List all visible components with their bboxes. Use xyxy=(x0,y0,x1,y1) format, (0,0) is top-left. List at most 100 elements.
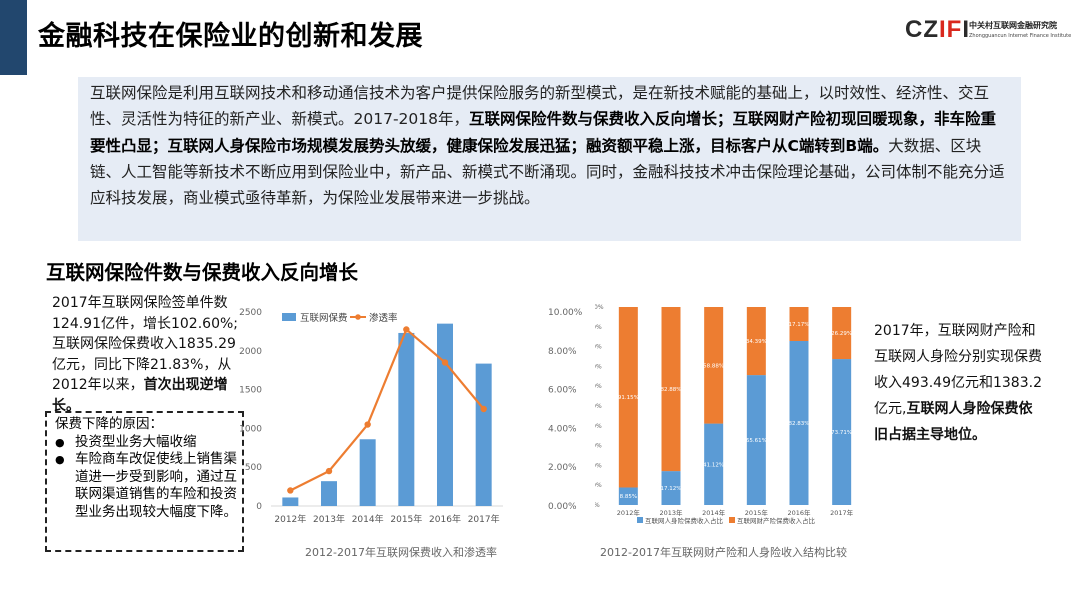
data-label: 65.61% xyxy=(746,438,767,444)
bar-property-insurance xyxy=(832,307,852,360)
y-tick-label: 30% xyxy=(595,443,602,450)
x-tick-label: 2012年 xyxy=(274,513,306,525)
bar-premium xyxy=(359,439,376,506)
bar-life-insurance xyxy=(618,487,638,505)
legend-swatch-premium xyxy=(282,313,296,321)
x-tick-label: 2012年 xyxy=(617,508,641,517)
chart2-caption: 2012-2017年互联网财产险和人身险收入结构比较 xyxy=(600,546,847,559)
point-penetration xyxy=(287,487,294,494)
premium-penetration-chart: 0 500 1000 1500 2000 2500 0.00% 2.00% 4.00% 6.00%… xyxy=(239,308,583,525)
y-tick-label: 1000 xyxy=(239,424,262,434)
section-title: 互联网保险件数与保费收入反向增长 xyxy=(46,261,359,284)
x-tick-label: 2017年 xyxy=(830,508,854,517)
y-tick-label: 2500 xyxy=(239,308,262,318)
y2-tick-label: 2.00% xyxy=(548,463,577,473)
legend-label-property: 互联网财产险保费收入占比 xyxy=(737,516,816,525)
legend-swatch-property xyxy=(729,517,735,523)
y-tick-label: 60% xyxy=(595,383,602,390)
bar-premium xyxy=(398,332,415,506)
data-label: 8.85% xyxy=(620,494,637,500)
y2-tick-label: 6.00% xyxy=(548,386,577,396)
data-label: 82.83% xyxy=(789,421,810,427)
x-tick-label: 2014年 xyxy=(352,513,384,525)
bar-property-insurance xyxy=(789,307,809,341)
x-tick-label: 2013年 xyxy=(659,508,683,517)
y2-tick-label: 4.00% xyxy=(548,424,577,434)
reason-item: 车险商车改促使线上销售渠道进一步受到影响，通过互联网渠道销售的车险和投资型业务出… xyxy=(55,451,238,521)
point-penetration xyxy=(325,467,333,475)
data-label: 41.12% xyxy=(703,462,724,468)
y-tick-label: 100% xyxy=(595,304,604,311)
data-label: 91.15% xyxy=(618,395,639,401)
point-penetration xyxy=(441,359,449,366)
data-label: 58.88% xyxy=(703,363,724,369)
data-label: 26.29% xyxy=(831,331,852,337)
x-tick-label: 2016年 xyxy=(429,513,461,525)
y-tick-label: 1500 xyxy=(239,386,262,396)
y-tick-label: 10% xyxy=(595,482,602,489)
x-tick-label: 2014年 xyxy=(702,508,726,517)
data-label: 82.88% xyxy=(661,387,682,393)
bar-premium xyxy=(437,323,453,506)
bar-life-insurance xyxy=(789,340,809,505)
point-penetration xyxy=(480,405,487,413)
logo-mark: CZIFI xyxy=(905,16,970,43)
y2-tick-label: 0.00% xyxy=(548,502,577,512)
legend-label-penetration: 渗透率 xyxy=(369,312,398,324)
y-tick-label: 50% xyxy=(595,403,602,410)
institute-logo: CZIFI 中关村互联网金融研究院 Zhongguancun Internet … xyxy=(905,16,1075,46)
decline-reasons-box: 保费下降的原因： 投资型业务大幅收缩 车险商车改促使线上销售渠道进一步受到影响，… xyxy=(45,411,244,552)
chart1-caption: 2012-2017年互联网保费收入和渗透率 xyxy=(305,546,497,559)
reasons-title: 保费下降的原因： xyxy=(55,416,163,432)
bar-premium xyxy=(475,363,492,506)
reason-item: 投资型业务大幅收缩 xyxy=(55,434,238,452)
data-label: 73.71% xyxy=(831,430,852,436)
point-penetration xyxy=(364,421,371,428)
logo-chinese-name: 中关村互联网金融研究院 xyxy=(969,21,1057,30)
y-tick-label: 20% xyxy=(595,462,602,469)
y-tick-label: 2000 xyxy=(239,347,262,357)
intro-paragraph: 互联网保险是利用互联网技术和移动通信技术为客户提供保险服务的新型模式，是在新技术… xyxy=(78,77,1021,241)
title-accent-bar xyxy=(0,0,27,75)
bar-property-insurance xyxy=(704,307,724,424)
bar-life-insurance xyxy=(832,359,852,505)
legend-marker-penetration xyxy=(355,314,361,320)
structure-summary-text: 2017年，互联网财产险和互联网人身险分别实现保费收入493.49亿元和1383… xyxy=(874,323,1042,443)
x-tick-label: 2015年 xyxy=(745,508,769,517)
x-tick-label: 2017年 xyxy=(468,513,500,525)
data-label: 17.17% xyxy=(789,322,810,328)
y-tick-label: 0% xyxy=(595,502,600,509)
legend-swatch-life xyxy=(637,517,643,523)
legend-label-premium: 互联网保费 xyxy=(300,312,348,324)
bar-property-insurance xyxy=(746,307,766,376)
premium-stat-text: 2017年互联网保险签单件数124.91亿件，增长102.60%;互联网保险保费… xyxy=(52,295,238,414)
legend-label-life: 互联网人身险保费收入占比 xyxy=(645,516,724,525)
data-label: 17.12% xyxy=(661,486,682,492)
bar-premium xyxy=(282,497,299,506)
bar-life-insurance xyxy=(746,375,766,505)
y-tick-label: 500 xyxy=(245,463,262,473)
y-tick-label: 80% xyxy=(595,344,602,351)
y-tick-label: 40% xyxy=(595,423,602,430)
logo-english-name: Zhongguancun Internet Finance Institute xyxy=(969,33,1072,39)
y-tick-label: 90% xyxy=(595,324,602,331)
y2-tick-label: 10.00% xyxy=(548,308,583,318)
reasons-list: 投资型业务大幅收缩 车险商车改促使线上销售渠道进一步受到影响，通过互联网渠道销售… xyxy=(55,434,238,522)
y2-tick-label: 8.00% xyxy=(548,347,577,357)
y-tick-label: 0 xyxy=(256,502,262,512)
data-label: 34.39% xyxy=(746,339,767,345)
bar-life-insurance xyxy=(704,423,724,505)
bar-premium xyxy=(321,481,337,506)
x-tick-label: 2016年 xyxy=(787,508,811,517)
bar-life-insurance xyxy=(661,471,681,505)
x-tick-label: 2013年 xyxy=(313,513,345,525)
point-penetration xyxy=(403,326,410,333)
line-penetration xyxy=(289,327,485,492)
y-tick-label: 70% xyxy=(595,363,602,370)
income-structure-chart: 0% 10% 20% 30% 40% 50% 60% 70% 80% 90% 100% 2012年 20… xyxy=(595,304,854,525)
bar-property-insurance xyxy=(618,307,638,488)
bar-property-insurance xyxy=(661,307,681,472)
x-tick-label: 2015年 xyxy=(390,513,422,525)
page-title: 金融科技在保险业的创新和发展 xyxy=(38,21,423,52)
intro-highlight: 互联网保险件数与保费收入反向增长；互联网财产险初现回暖现象，非车险重要性凸显；互… xyxy=(90,110,997,155)
